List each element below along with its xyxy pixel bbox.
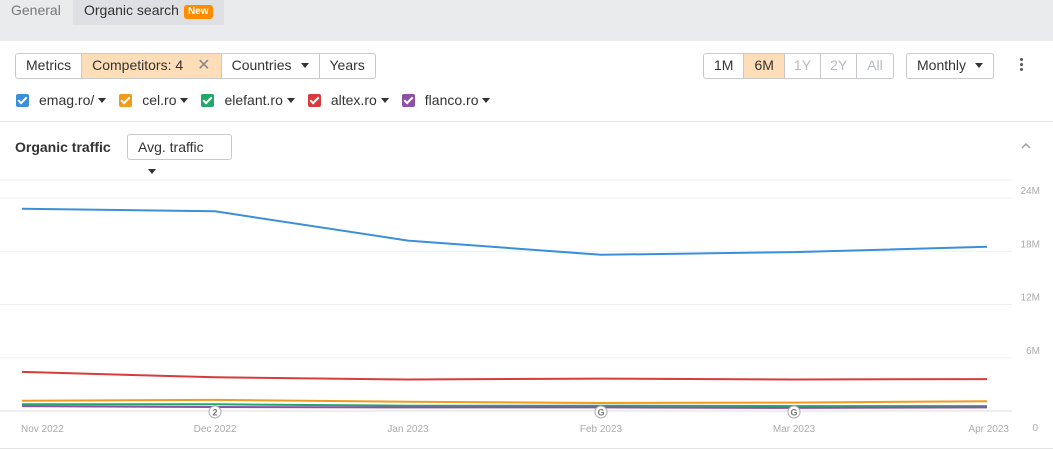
- granularity-dropdown[interactable]: Monthly: [906, 53, 995, 79]
- y-tick-label: 18M: [1021, 239, 1040, 250]
- chevron-down-icon[interactable]: [380, 97, 389, 103]
- checkbox-cel[interactable]: [119, 93, 133, 107]
- organic-traffic-chart: 0 6M 12M 18M 24M Nov 2022 Dec 2022 Jan 2023 Feb …: [0, 179, 1040, 435]
- legend-label-altex: altex.ro: [330, 92, 377, 108]
- period-1y-label: 1Y: [793, 57, 812, 73]
- countries-label: Countries: [231, 57, 292, 73]
- period-all-button[interactable]: All: [856, 54, 893, 78]
- period-2y-button[interactable]: 2Y: [820, 54, 856, 78]
- clear-competitors-icon[interactable]: ✕: [197, 57, 211, 74]
- series-line-elefant-ro: [22, 403, 987, 408]
- legend-label-elefant: elefant.ro: [224, 92, 283, 108]
- chevron-down-icon[interactable]: [180, 97, 189, 103]
- x-tick-label: Mar 2023: [773, 424, 816, 435]
- legend-item-altex[interactable]: altex.ro: [307, 92, 389, 108]
- section-divider: [0, 121, 1053, 122]
- annotation-marker: [787, 405, 801, 419]
- x-tick-label: Dec 2022: [194, 424, 237, 435]
- report-tabs: General Organic search New: [0, 0, 1053, 41]
- x-tick-label: Feb 2023: [580, 424, 623, 435]
- chevron-down-icon[interactable]: [286, 97, 295, 103]
- traffic-metric-label: Avg. traffic: [138, 139, 204, 155]
- more-options-icon[interactable]: [1014, 58, 1028, 76]
- bottom-divider: [0, 448, 1053, 449]
- checkbox-altex[interactable]: [307, 93, 321, 107]
- countries-dropdown[interactable]: Countries: [220, 54, 319, 78]
- y-tick-label: 0: [1032, 423, 1038, 434]
- period-1m-button[interactable]: 1M: [704, 54, 743, 78]
- legend-item-elefant[interactable]: elefant.ro: [201, 92, 295, 108]
- legend-label-cel: cel.ro: [142, 92, 177, 108]
- chevron-down-icon[interactable]: [98, 97, 107, 103]
- checkbox-elefant[interactable]: [201, 93, 215, 107]
- granularity-button[interactable]: Monthly: [907, 54, 993, 78]
- legend-item-cel[interactable]: cel.ro: [119, 92, 189, 108]
- panel-title: Organic traffic: [15, 139, 111, 155]
- chevron-down-icon: [300, 63, 309, 68]
- metrics-label: Metrics: [26, 57, 72, 73]
- period-selector: 1M 6M 1Y 2Y All: [703, 53, 894, 79]
- years-button[interactable]: Years: [318, 54, 375, 78]
- series-line-cel-ro: [21, 398, 988, 404]
- granularity-label: Monthly: [917, 57, 967, 73]
- annotation-marker: [594, 405, 608, 419]
- y-tick-label: 6M: [1026, 346, 1040, 357]
- chevron-down-icon: [975, 63, 984, 68]
- annotation-label: G: [597, 408, 604, 418]
- traffic-metric-dropdown[interactable]: Avg. traffic: [127, 134, 232, 174]
- period-all-label: All: [867, 57, 883, 73]
- competitors-label: Competitors: 4: [92, 57, 184, 73]
- metrics-button[interactable]: Metrics: [16, 54, 81, 78]
- period-6m-label: 6M: [754, 57, 774, 73]
- chevron-up-icon[interactable]: [1021, 141, 1031, 151]
- years-label: Years: [329, 57, 365, 73]
- legend-item-flanco[interactable]: flanco.ro: [401, 92, 491, 108]
- x-tick-label: Nov 2022: [21, 424, 64, 435]
- x-tick-label: Jan 2023: [387, 424, 429, 435]
- tab-general[interactable]: General: [0, 0, 72, 24]
- tab-organic-search[interactable]: Organic search New: [73, 0, 224, 25]
- y-tick-label: 12M: [1021, 293, 1040, 304]
- checkbox-flanco[interactable]: [401, 93, 415, 107]
- tab-organic-search-label: Organic search: [84, 2, 179, 18]
- period-2y-label: 2Y: [830, 57, 848, 73]
- competitor-legend: emag.ro/ cel.ro elefant.ro altex.ro flan…: [16, 92, 503, 108]
- period-6m-button[interactable]: 6M: [743, 54, 784, 78]
- annotation-label: 2: [212, 408, 217, 418]
- series-line-emag-ro: [21, 207, 988, 256]
- filter-toolbar: Metrics Competitors: 4 ✕ Countries Years: [15, 53, 376, 79]
- period-1m-label: 1M: [714, 57, 734, 73]
- period-1y-button[interactable]: 1Y: [783, 54, 820, 78]
- legend-item-emag[interactable]: emag.ro/: [16, 92, 107, 108]
- chevron-down-icon: [148, 169, 156, 174]
- new-badge: New: [183, 5, 213, 19]
- y-tick-label: 24M: [1021, 186, 1040, 197]
- x-tick-label: Apr 2023: [968, 424, 1009, 435]
- legend-label-flanco: flanco.ro: [424, 92, 479, 108]
- series-line-flanco-ro: [21, 405, 988, 409]
- chevron-down-icon[interactable]: [482, 97, 491, 103]
- checkbox-emag[interactable]: [16, 93, 29, 107]
- series-line-altex-ro: [21, 370, 988, 381]
- annotation-marker: [208, 405, 222, 419]
- annotation-label: G: [790, 408, 797, 418]
- tab-general-label: General: [11, 2, 61, 18]
- legend-label-emag: emag.ro/: [39, 92, 95, 108]
- competitors-button[interactable]: Competitors: 4 ✕: [81, 54, 221, 78]
